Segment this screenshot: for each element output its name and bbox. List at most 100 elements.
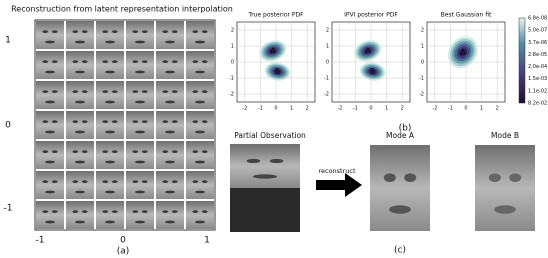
face-eye <box>192 30 199 34</box>
face-image <box>96 201 124 229</box>
face-eye <box>51 210 58 214</box>
face-mouth <box>134 70 146 74</box>
face-eye <box>201 120 208 124</box>
face-image <box>186 201 214 229</box>
face-eye <box>192 210 199 214</box>
face-eye <box>404 173 417 182</box>
density-contour <box>269 48 277 54</box>
face-eye <box>201 180 208 184</box>
face-mouth <box>194 160 206 164</box>
x-tick-label: 2 <box>306 106 309 112</box>
face-image <box>66 81 94 109</box>
face-eye <box>201 60 208 64</box>
y-tick-label: 0 <box>421 60 424 66</box>
mode-label: B <box>370 67 376 76</box>
face-image <box>126 111 154 139</box>
face-mouth <box>134 130 146 134</box>
face-eye <box>201 150 208 154</box>
face-eye <box>141 210 148 214</box>
observation-label: Partial Observation <box>234 131 306 140</box>
face-eye <box>111 60 118 64</box>
face-mouth <box>134 160 146 164</box>
face-mouth <box>194 100 206 104</box>
face-eye <box>102 90 109 94</box>
colorbar-label: 8.2e-02 <box>528 101 547 107</box>
face-mouth <box>494 205 516 214</box>
face-image <box>66 21 94 49</box>
face-eye <box>72 210 79 214</box>
face-image <box>96 141 124 169</box>
face-eye <box>192 150 199 154</box>
mode-label: A <box>365 46 371 55</box>
face-eye <box>102 180 109 184</box>
face-eye <box>171 30 178 34</box>
caption-c: (c) <box>394 246 406 256</box>
face-eye <box>141 120 148 124</box>
y-tick-label: 2 <box>421 28 424 34</box>
subplot-title: True posterior PDF <box>247 12 304 19</box>
face-eye <box>192 120 199 124</box>
face-mouth <box>104 220 116 224</box>
face-image <box>156 171 184 199</box>
x-tick-label: 0 <box>274 106 277 112</box>
face-mouth <box>44 130 56 134</box>
face-mouth <box>134 100 146 104</box>
face-image <box>66 201 94 229</box>
face-mouth <box>44 40 56 44</box>
face-mouth <box>164 70 176 74</box>
face-eye <box>102 150 109 154</box>
face-eye <box>42 90 49 94</box>
mode-b-label: Mode B <box>491 131 519 140</box>
face-eye <box>132 30 139 34</box>
y-tick-label: -2 <box>419 92 424 98</box>
face-eye <box>488 173 501 182</box>
face-mouth <box>104 70 116 74</box>
face-eye <box>72 150 79 154</box>
y-label: -1 <box>4 204 13 214</box>
face-image <box>36 141 64 169</box>
face-eye <box>102 120 109 124</box>
face-image <box>36 51 64 79</box>
face-image <box>186 141 214 169</box>
face-eye <box>42 150 49 154</box>
mode-label: A <box>270 46 276 55</box>
face-image <box>36 201 64 229</box>
face-eye <box>42 180 49 184</box>
face-mouth <box>164 40 176 44</box>
face-mouth <box>104 100 116 104</box>
y-tick-label: -2 <box>229 92 234 98</box>
panel-a-title: Reconstruction from latent representatio… <box>11 5 233 14</box>
face-eye <box>72 30 79 34</box>
y-tick-label: 1 <box>421 44 424 50</box>
x-tick-label: -2 <box>337 106 342 112</box>
face-eye <box>81 30 88 34</box>
face-eye <box>72 180 79 184</box>
face-eye <box>201 30 208 34</box>
face-eye <box>171 120 178 124</box>
face-eye <box>132 90 139 94</box>
face-mouth <box>44 220 56 224</box>
face-mouth <box>104 160 116 164</box>
x-tick-label: -1 <box>258 106 263 112</box>
face-mouth <box>74 70 86 74</box>
face-eye <box>269 158 284 164</box>
face-image <box>96 21 124 49</box>
face-eye <box>72 60 79 64</box>
face-eye <box>51 150 58 154</box>
face-image <box>156 21 184 49</box>
y-tick-label: 0 <box>326 60 329 66</box>
face-image <box>96 81 124 109</box>
face-eye <box>162 30 169 34</box>
arrow-label: reconstruct <box>318 167 355 175</box>
face-mouth <box>164 130 176 134</box>
density-contour <box>274 69 281 74</box>
x-tick-label: -1 <box>448 106 453 112</box>
face-eye <box>111 120 118 124</box>
face-mouth <box>194 220 206 224</box>
face-image <box>186 21 214 49</box>
y-tick-label: -2 <box>324 92 329 98</box>
y-tick-label: -1 <box>419 76 424 82</box>
face-image <box>156 81 184 109</box>
face-mouth <box>194 40 206 44</box>
face-mouth <box>164 100 176 104</box>
